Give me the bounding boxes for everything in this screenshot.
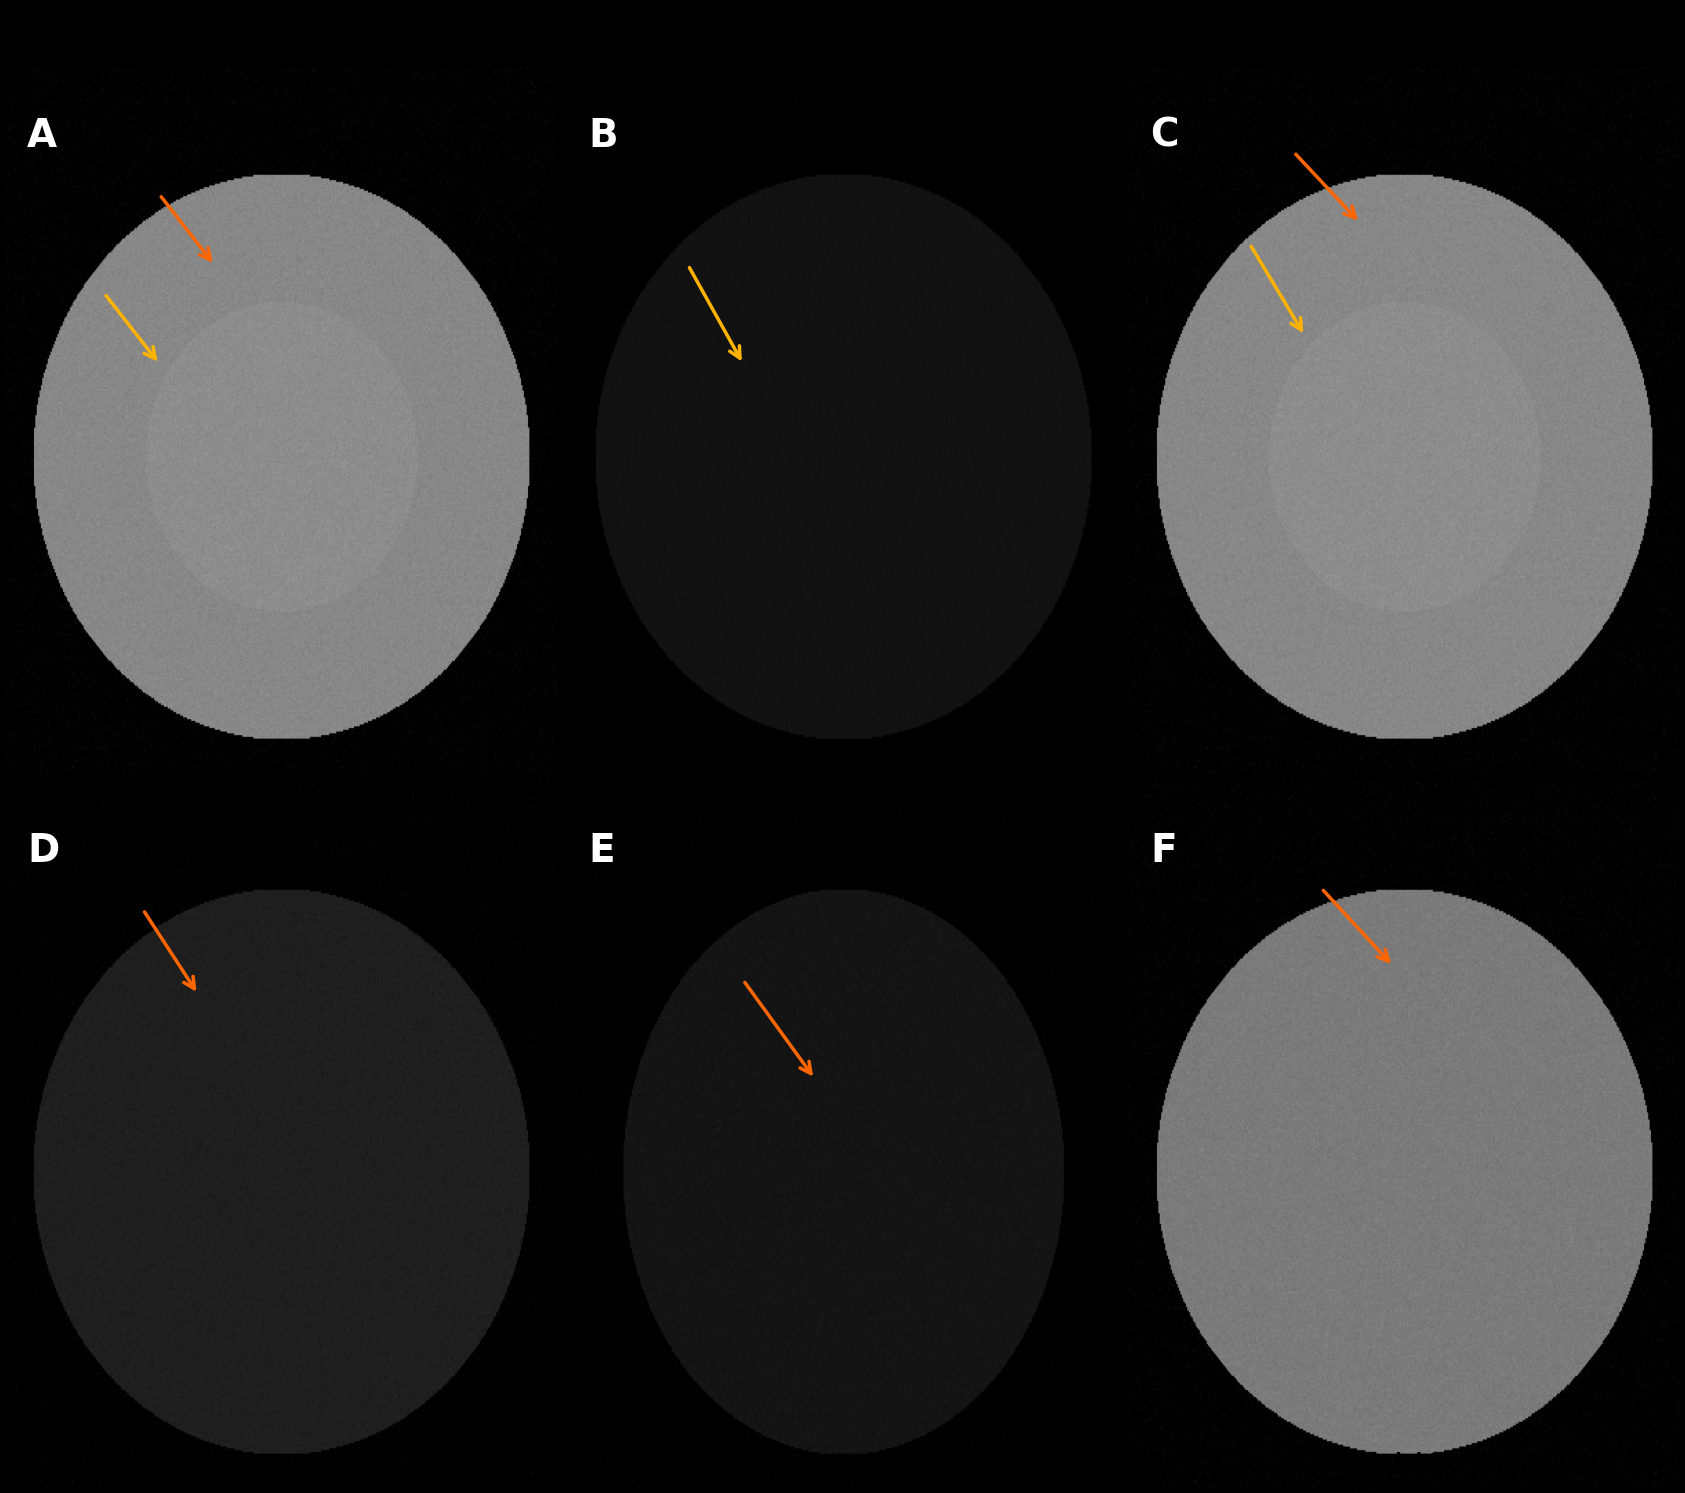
Text: A: A <box>27 116 57 155</box>
Text: Copyright: Copyright <box>1331 1453 1439 1471</box>
Text: E: E <box>588 832 615 870</box>
Text: : 10.3748/wjg.v29.i36.5180: : 10.3748/wjg.v29.i36.5180 <box>952 1453 1227 1471</box>
Text: F: F <box>1151 832 1178 870</box>
Text: DOI: DOI <box>876 1453 917 1471</box>
Text: D: D <box>27 832 59 870</box>
Text: ©The Author(s) 2023.: ©The Author(s) 2023. <box>1458 1453 1678 1471</box>
Text: C: C <box>1151 116 1179 155</box>
Text: B: B <box>588 116 618 155</box>
